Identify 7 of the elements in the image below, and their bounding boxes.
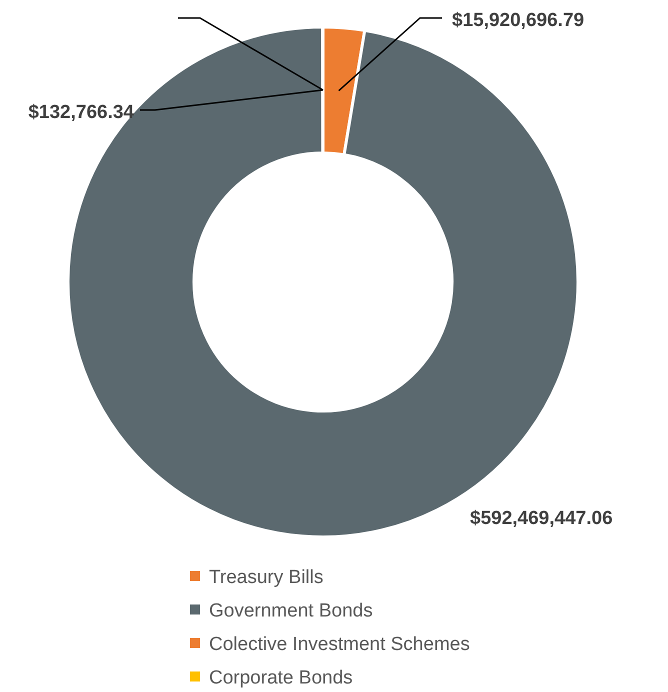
data-label: $15,920,696.79 bbox=[452, 10, 584, 31]
data-label: $132,766.34 bbox=[28, 102, 134, 123]
legend-label: Government Bonds bbox=[209, 600, 373, 622]
legend-label: Treasury Bills bbox=[209, 567, 324, 588]
data-label: $592,469,447.06 bbox=[470, 508, 613, 529]
legend-label: Corporate Bonds bbox=[209, 668, 353, 688]
legend-label: Colective Investment Schemes bbox=[209, 634, 470, 655]
